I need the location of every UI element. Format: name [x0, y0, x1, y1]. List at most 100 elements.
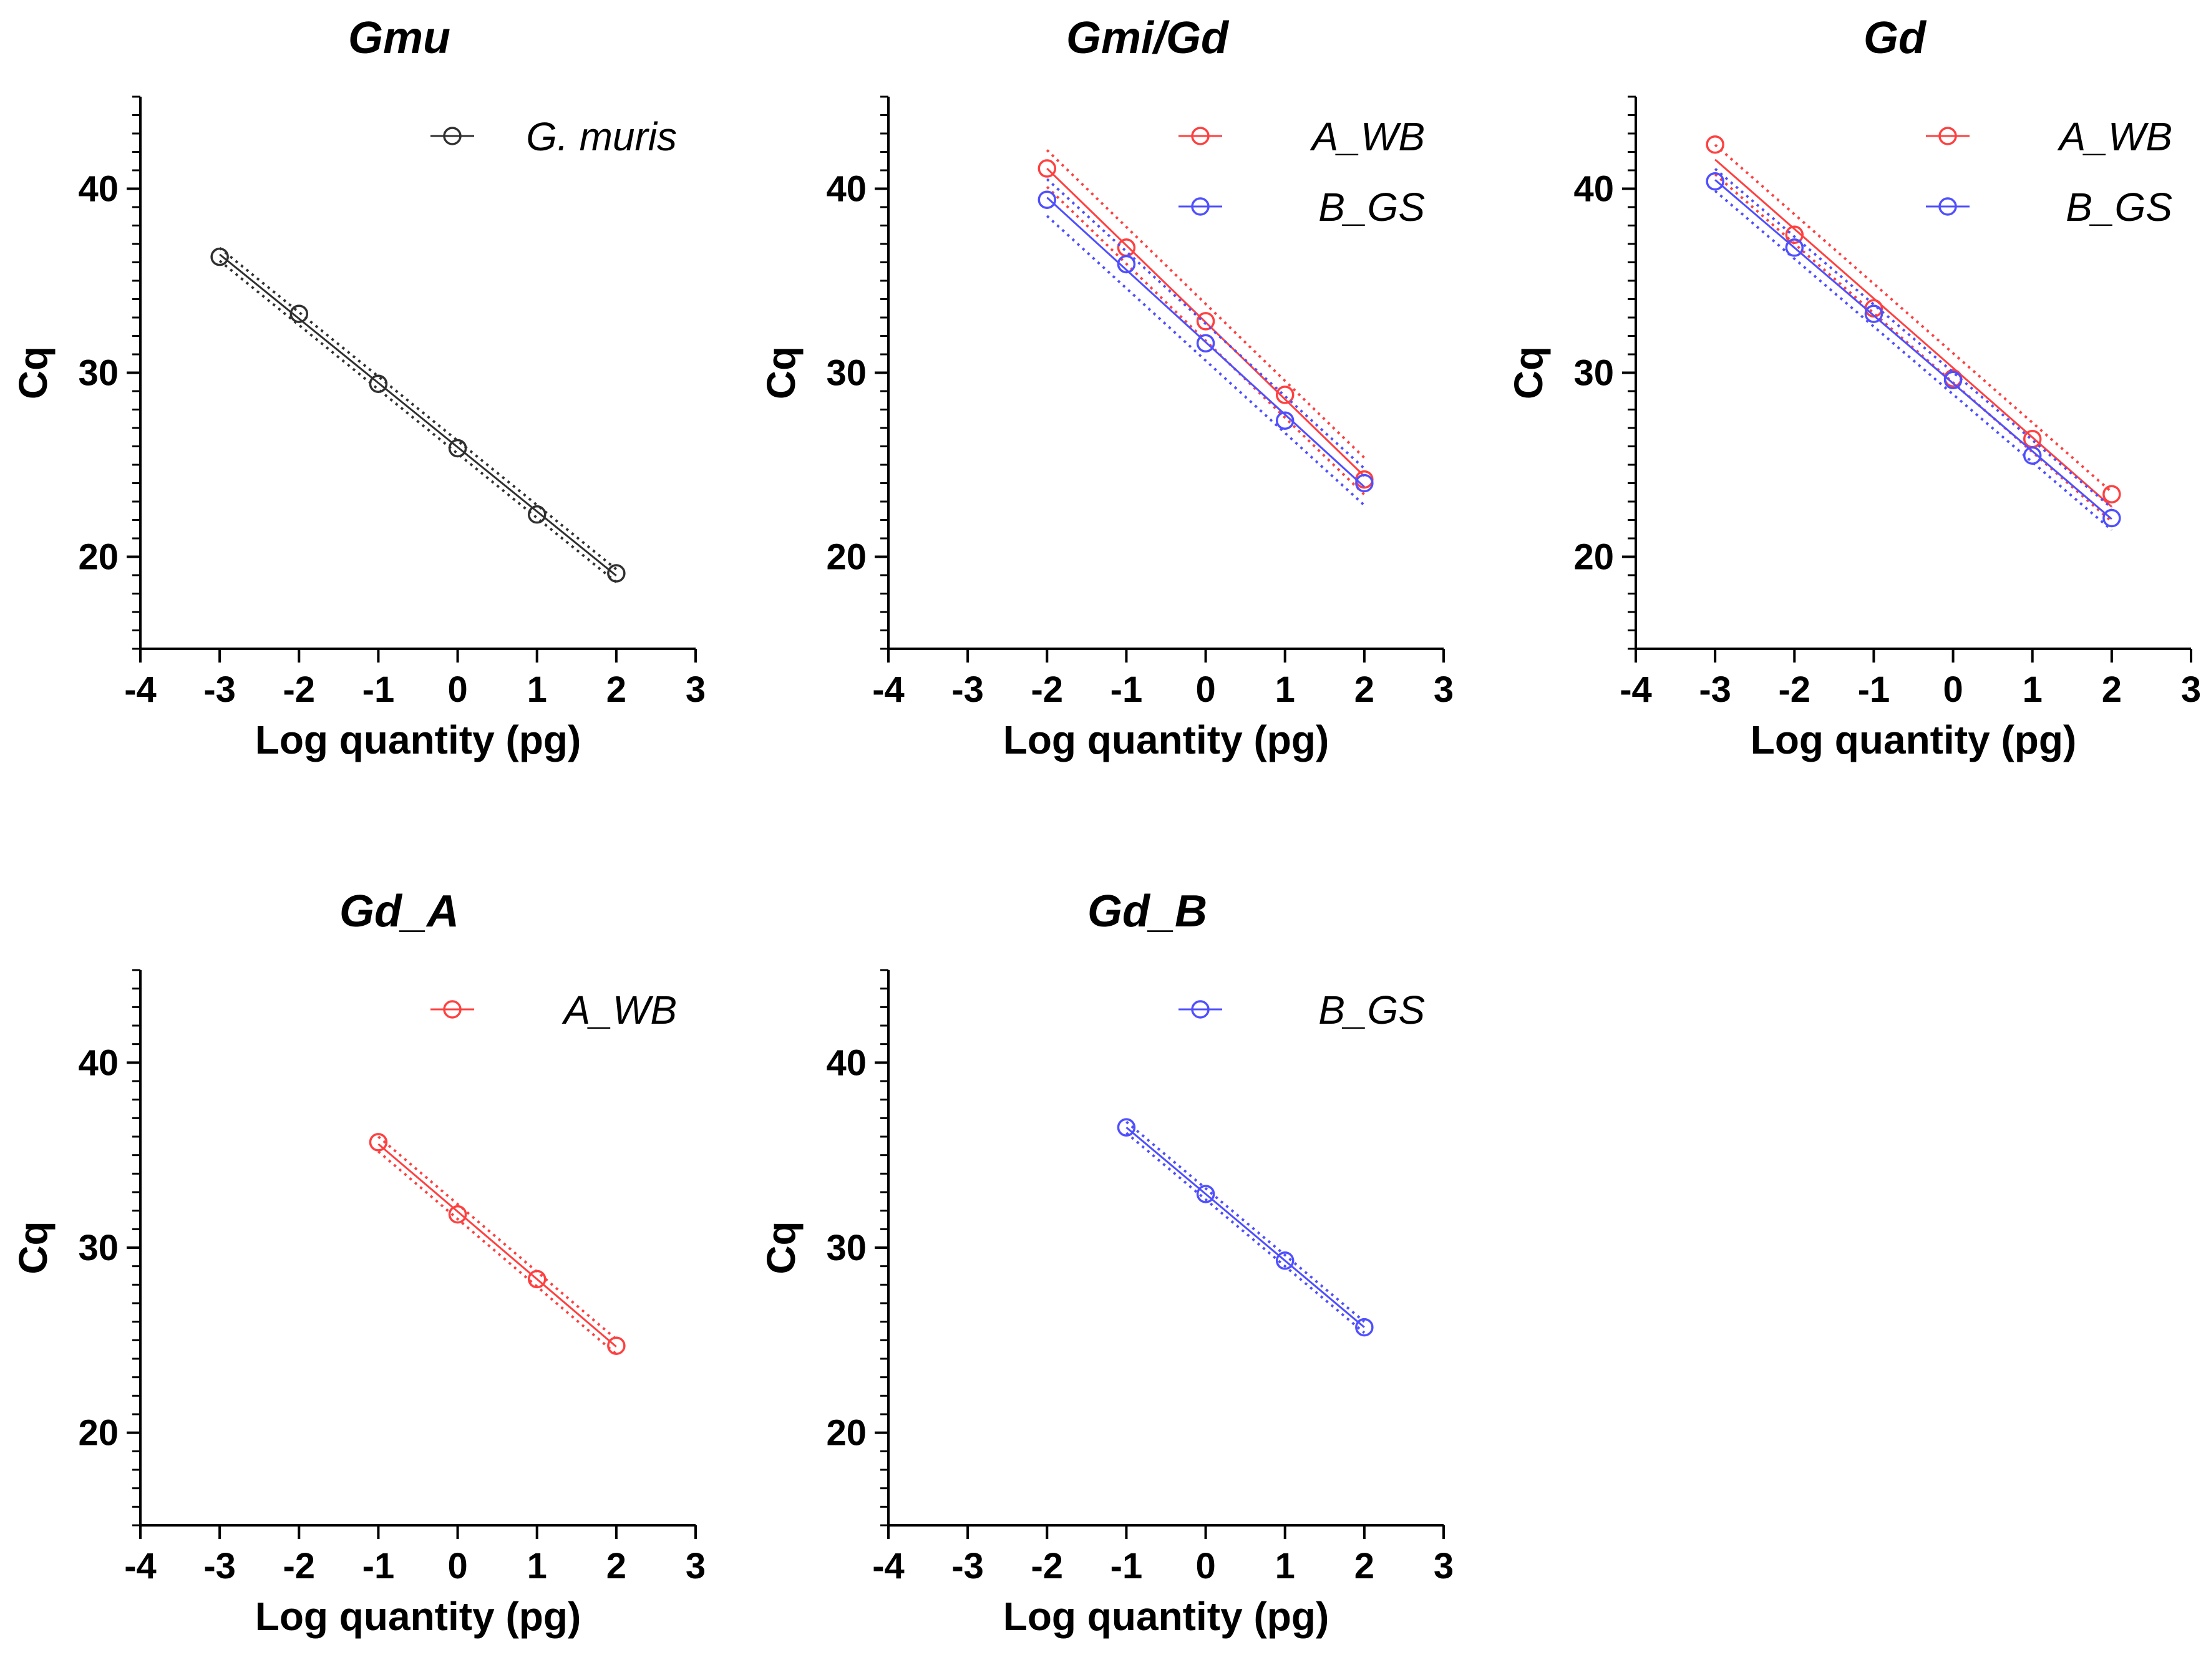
- data-point: [1785, 238, 1804, 257]
- legend-point-marker: [1191, 197, 1210, 216]
- chart-title: Gd_B: [1087, 886, 1207, 936]
- x-tick-label: 0: [447, 1546, 467, 1586]
- legend-point-marker: [1191, 1000, 1210, 1019]
- data-point: [1355, 473, 1374, 493]
- regression-line: [1125, 1127, 1365, 1328]
- y-axis-label: Cq: [1506, 346, 1551, 399]
- data-point: [2023, 429, 2042, 449]
- ci-upper-line: [1046, 149, 1366, 459]
- y-tick-label: 30: [78, 1228, 119, 1268]
- ci-lower-line: [1714, 173, 2113, 523]
- data-point: [1117, 238, 1136, 257]
- data-point: [527, 1270, 547, 1289]
- legend-point-marker: [443, 127, 462, 145]
- chart-panel-1: Gmu 20 30 40 -4 -3 -2 -1 0 1 2 3 Log quantity (pg) Cq…: [11, 13, 706, 762]
- x-tick-label: 2: [606, 1546, 626, 1586]
- regression-line: [1046, 197, 1365, 488]
- ci-lower-line: [1125, 1132, 1366, 1334]
- regression-line: [1714, 158, 2112, 508]
- legend-entry: B_GS: [1926, 185, 2172, 230]
- x-tick-label: 3: [1434, 1546, 1454, 1586]
- legend-label: B_GS: [1318, 185, 1425, 230]
- chart-panel-5: Gd_B 20 30 40 -4 -3 -2 -1 0 1 2 3 Log quantity (pg) C…: [759, 886, 1454, 1639]
- y-axis-label: Cq: [759, 1221, 804, 1274]
- x-tick-label: 3: [2181, 669, 2201, 710]
- series-b-gs: [1037, 178, 1374, 507]
- data-point: [289, 304, 309, 323]
- x-tick-label: 3: [686, 669, 706, 710]
- x-tick-label: 3: [686, 1546, 706, 1586]
- data-point: [1706, 172, 1724, 191]
- regression-line: [219, 253, 617, 577]
- data-point: [1943, 371, 1963, 390]
- data-point: [1275, 1251, 1295, 1270]
- x-tick-label: 1: [2023, 669, 2043, 710]
- y-tick-label: 20: [78, 537, 119, 578]
- data-point: [1355, 1318, 1374, 1337]
- legend-point-marker: [1191, 127, 1210, 145]
- x-tick-label: -1: [362, 1546, 395, 1586]
- series-b-gs: [1706, 168, 2121, 532]
- x-tick-label: 1: [1275, 1546, 1295, 1586]
- series-a-wb: [1706, 135, 2121, 523]
- regression-line: [377, 1143, 617, 1347]
- data-point: [1117, 255, 1136, 274]
- legend-entry: B_GS: [1178, 988, 1425, 1032]
- x-tick-label: -4: [872, 1546, 905, 1586]
- x-tick-label: -4: [872, 669, 905, 710]
- legend-entry: B_GS: [1178, 185, 1425, 230]
- y-tick-label: 30: [1573, 353, 1614, 394]
- data-point: [607, 564, 626, 583]
- ci-upper-line: [1046, 178, 1366, 470]
- x-tick-label: -2: [1031, 1546, 1063, 1586]
- legend-point-marker: [1938, 197, 1957, 216]
- chart-panel-3: Gd 20 30 40 -4 -3 -2 -1 0 1 2 3 Log quantity (pg) Cq A…: [1506, 13, 2201, 762]
- x-tick-label: 0: [1195, 669, 1215, 710]
- y-tick-label: 30: [78, 353, 119, 394]
- legend-label: A_WB: [1310, 114, 1425, 159]
- ci-upper-line: [1714, 143, 2113, 493]
- x-tick-label: -3: [951, 669, 984, 710]
- data-point: [1275, 411, 1295, 430]
- legend-entry: A_WB: [1926, 114, 2172, 159]
- chart-title: Gd: [1864, 13, 1927, 63]
- legend-label: B_GS: [2066, 185, 2172, 230]
- x-tick-label: -3: [1699, 669, 1731, 710]
- y-tick-label: 40: [78, 169, 119, 210]
- x-axis-label: Log quantity (pg): [1003, 717, 1329, 762]
- x-tick-label: 2: [606, 669, 626, 710]
- y-tick-label: 30: [826, 1228, 867, 1268]
- series-a-wb: [369, 1133, 626, 1356]
- data-point: [2102, 508, 2121, 528]
- data-point: [2102, 485, 2121, 503]
- x-tick-label: 0: [1943, 669, 1963, 710]
- legend-label: B_GS: [1318, 988, 1425, 1032]
- data-point: [1196, 334, 1215, 353]
- x-tick-label: 2: [1354, 669, 1374, 710]
- y-axis-label: Cq: [11, 346, 56, 399]
- data-point: [369, 374, 388, 393]
- legend-entry: A_WB: [1178, 114, 1425, 159]
- x-tick-label: -2: [1778, 669, 1810, 710]
- data-point: [448, 439, 467, 458]
- data-point: [527, 505, 547, 524]
- data-point: [1117, 1118, 1136, 1137]
- y-axis-label: Cq: [759, 346, 804, 399]
- data-point: [2023, 446, 2042, 465]
- chart-title: Gmu: [348, 13, 450, 63]
- x-axis-label: Log quantity (pg): [255, 1594, 581, 1639]
- x-axis-label: Log quantity (pg): [1751, 717, 2077, 762]
- legend-entry: G. muris: [430, 114, 677, 159]
- ci-upper-line: [1125, 1120, 1366, 1323]
- y-tick-label: 20: [78, 1413, 119, 1454]
- data-point: [1037, 159, 1057, 178]
- x-tick-label: 3: [1434, 669, 1454, 710]
- data-point: [1275, 386, 1295, 404]
- y-tick-label: 40: [1573, 169, 1614, 210]
- x-tick-label: -1: [1858, 669, 1890, 710]
- x-tick-label: -3: [951, 1546, 984, 1586]
- x-tick-label: 0: [1195, 1546, 1215, 1586]
- series-g-muris: [210, 246, 626, 583]
- x-tick-label: -2: [283, 669, 315, 710]
